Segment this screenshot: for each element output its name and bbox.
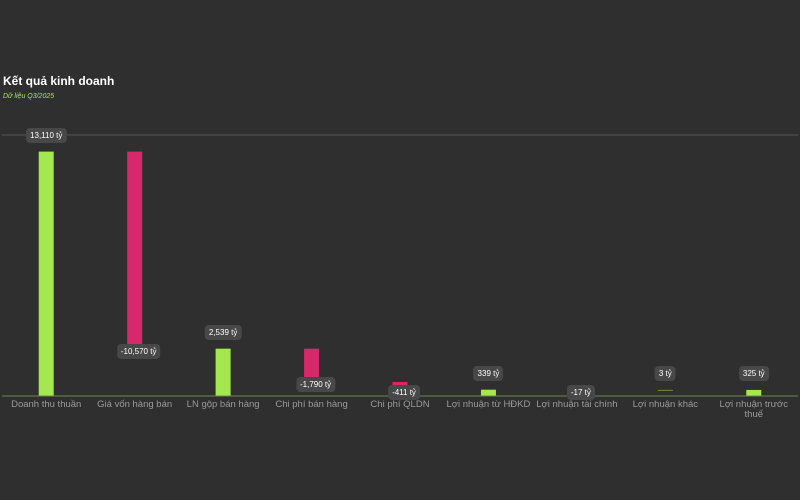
x-tick-label: LN gộp bán hàng [186, 399, 260, 410]
x-tick-label: Lợi nhuận trước thuế [719, 399, 788, 420]
bar [657, 389, 673, 391]
value-label: 13,110 tỷ [26, 127, 67, 143]
x-tick-label: Doanh thu thuần [11, 399, 82, 410]
value-label: 325 tỷ [738, 365, 769, 381]
value-label: -1,790 tỷ [295, 377, 336, 393]
value-label: -10,570 tỷ [116, 343, 161, 359]
value-label: 3 tỷ [654, 365, 676, 381]
x-tick-label: Lợi nhuận khác [632, 399, 699, 410]
bar [127, 151, 143, 349]
x-tick-label: Lợi nhuận tài chính [536, 399, 618, 410]
bar [480, 389, 496, 396]
chart-title: Kết quả kinh doanh [3, 74, 115, 88]
value-label: -17 tỷ [566, 385, 595, 401]
bar [304, 348, 320, 383]
bar [746, 389, 762, 396]
x-tick-label: Lợi nhuận từ HĐKD [446, 399, 531, 410]
value-label: 339 tỷ [473, 365, 504, 381]
value-label: 2,539 tỷ [204, 324, 242, 340]
x-tick-label: Chi phí bán hàng [275, 399, 348, 410]
bar [38, 151, 54, 396]
bar [215, 348, 231, 396]
x-tick-label: Giá vốn hàng bán [97, 399, 173, 410]
x-tick-label: Chi phí QLDN [370, 399, 430, 410]
chart-subtitle: Dữ liệu Q3/2025 [3, 93, 55, 100]
value-label: -411 tỷ [388, 384, 420, 400]
